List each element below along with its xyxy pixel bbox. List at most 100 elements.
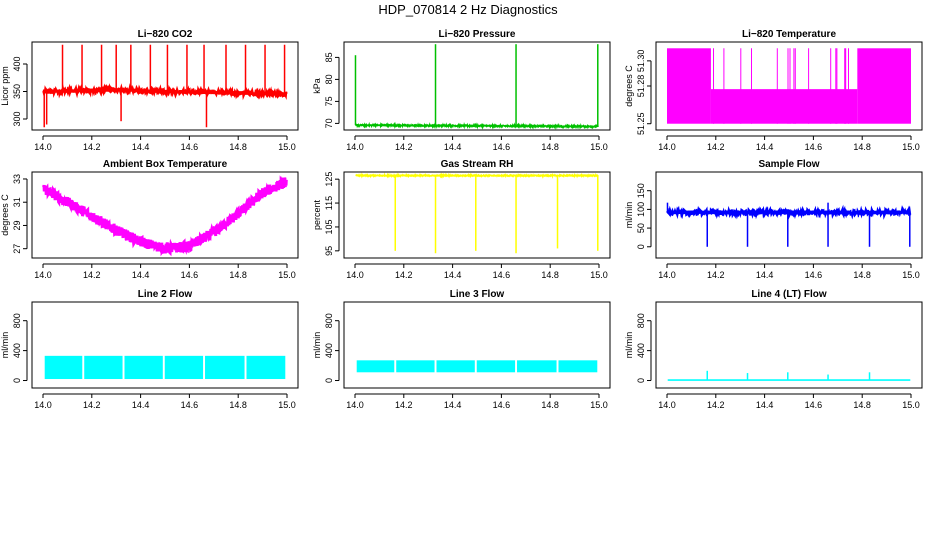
plot-frame — [31, 301, 299, 389]
y-tick-label: 29 — [12, 220, 22, 230]
plot-frame — [655, 171, 923, 259]
data-band — [205, 355, 245, 380]
y-tick-label: 400 — [636, 343, 646, 358]
y-tick-label: 33 — [12, 174, 22, 184]
data-band — [396, 360, 435, 373]
y-tick-label: 350 — [12, 84, 22, 99]
data-band — [558, 360, 598, 373]
x-tick-label: 15.0 — [902, 270, 920, 280]
y-tick-label: 51.25 — [636, 112, 646, 135]
x-tick-label: 14.4 — [756, 270, 774, 280]
y-tick-label: 31 — [12, 197, 22, 207]
x-tick-label: 15.0 — [278, 142, 296, 152]
x-tick-label: 14.8 — [853, 400, 871, 410]
x-tick-label: 14.6 — [181, 270, 199, 280]
x-tick-label: 14.8 — [229, 400, 247, 410]
x-tick-label: 14.4 — [756, 142, 774, 152]
x-tick-label: 14.8 — [541, 270, 559, 280]
y-tick-label: 800 — [12, 313, 22, 328]
y-tick-label: 27 — [12, 244, 22, 254]
data-band — [667, 48, 711, 124]
x-tick-label: 14.0 — [346, 142, 364, 152]
panel-title: Line 3 Flow — [450, 289, 505, 300]
panel-title: Ambient Box Temperature — [103, 159, 228, 170]
figure-title: HDP_070814 2 Hz Diagnostics — [378, 2, 558, 17]
chart-panel: Gas Stream RH 14.0 14.2 14.4 14.6 14.8 15.0 95 1… — [312, 159, 611, 280]
x-tick-label: 14.6 — [805, 270, 823, 280]
y-tick-label: 100 — [636, 202, 646, 217]
plot-area — [44, 355, 286, 380]
data-line — [42, 175, 288, 257]
x-tick-label: 14.4 — [132, 142, 150, 152]
x-tick-label: 14.8 — [853, 142, 871, 152]
x-tick-label: 14.2 — [707, 270, 725, 280]
x-tick-label: 14.4 — [132, 270, 150, 280]
x-tick-label: 14.6 — [493, 400, 511, 410]
x-tick-label: 15.0 — [278, 270, 296, 280]
y-tick-label: 85 — [324, 52, 334, 62]
data-band — [857, 48, 911, 124]
chart-panel: Ambient Box Temperature 14.0 14.2 14.4 14.6 1… — [0, 159, 299, 280]
x-tick-label: 14.4 — [132, 400, 150, 410]
x-tick-label: 15.0 — [902, 142, 920, 152]
y-axis-label: ml/min — [312, 332, 322, 359]
y-tick-label: 50 — [636, 223, 646, 233]
y-tick-label: 0 — [324, 378, 334, 383]
y-tick-label: 95 — [324, 246, 334, 256]
x-tick-label: 14.0 — [346, 400, 364, 410]
y-tick-label: 75 — [324, 96, 334, 106]
y-tick-label: 51.30 — [636, 50, 646, 73]
plot-area — [354, 44, 599, 130]
y-tick-label: 51.28 — [636, 75, 646, 98]
y-tick-label: 0 — [12, 378, 22, 383]
plot-area — [355, 172, 599, 254]
plot-area — [42, 44, 288, 128]
y-tick-label: 300 — [12, 111, 22, 126]
data-band — [44, 355, 83, 380]
y-tick-label: 800 — [324, 313, 334, 328]
chart-panel: Line 4 (LT) Flow 14.0 14.2 14.4 14.6 14.8 15.0… — [624, 289, 923, 410]
plot-frame — [343, 41, 611, 131]
plot-frame — [655, 41, 923, 131]
x-tick-label: 15.0 — [902, 400, 920, 410]
x-tick-label: 14.6 — [181, 142, 199, 152]
y-tick-label: 0 — [636, 378, 646, 383]
x-tick-label: 14.6 — [493, 142, 511, 152]
y-tick-label: 125 — [324, 172, 334, 187]
x-tick-label: 14.2 — [707, 142, 725, 152]
y-axis-label: ml/min — [624, 202, 634, 229]
x-tick-label: 14.2 — [395, 400, 413, 410]
x-tick-label: 14.0 — [346, 270, 364, 280]
y-axis-label: ml/min — [0, 332, 10, 359]
data-band — [164, 355, 204, 380]
y-tick-label: 70 — [324, 118, 334, 128]
panel-title: Li−820 CO2 — [138, 29, 193, 40]
x-tick-label: 15.0 — [590, 270, 608, 280]
x-tick-label: 14.8 — [541, 142, 559, 152]
x-tick-label: 15.0 — [590, 400, 608, 410]
data-band — [436, 360, 475, 373]
panel-title: Gas Stream RH — [441, 159, 514, 170]
y-tick-label: 400 — [324, 343, 334, 358]
data-line — [355, 172, 599, 179]
panel-title: Li−820 Pressure — [439, 29, 516, 40]
chart-panel: Line 2 Flow 14.0 14.2 14.4 14.6 14.8 15.0 0 400 8… — [0, 289, 299, 410]
panel-title: Line 4 (LT) Flow — [751, 289, 827, 300]
data-band — [517, 360, 557, 373]
plot-area — [356, 360, 598, 373]
y-tick-label: 0 — [636, 244, 646, 249]
plot-area — [667, 370, 911, 381]
data-band — [710, 89, 858, 124]
x-tick-label: 14.0 — [658, 142, 676, 152]
x-tick-label: 14.4 — [444, 270, 462, 280]
y-axis-label: degrees C — [0, 194, 10, 236]
x-tick-label: 14.6 — [493, 270, 511, 280]
y-axis-label: Licor ppm — [0, 66, 10, 106]
x-tick-label: 14.0 — [34, 400, 52, 410]
chart-panel: Sample Flow 14.0 14.2 14.4 14.6 14.8 15.0 0 50 10… — [624, 159, 923, 280]
x-tick-label: 14.6 — [805, 400, 823, 410]
y-tick-label: 115 — [324, 196, 334, 210]
data-band — [124, 355, 163, 380]
data-band — [84, 355, 123, 380]
x-tick-label: 14.2 — [707, 400, 725, 410]
